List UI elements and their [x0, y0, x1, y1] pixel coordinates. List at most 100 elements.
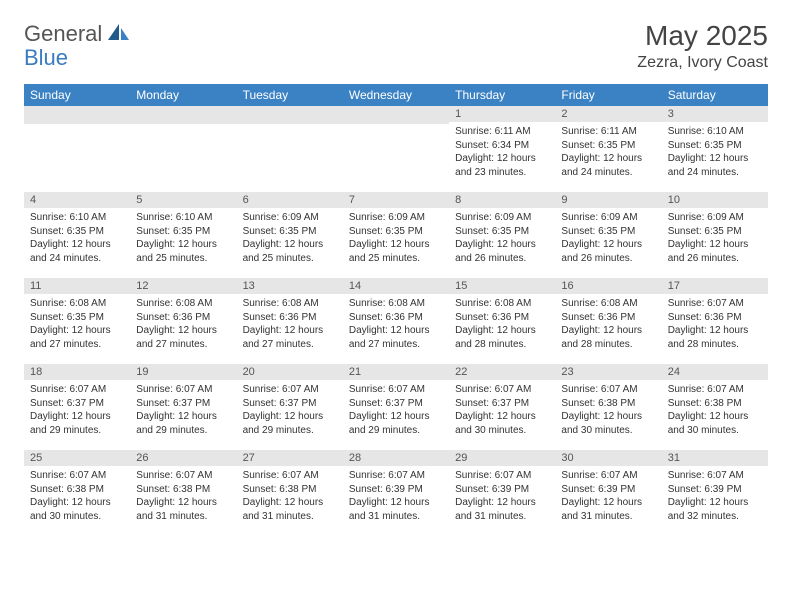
calendar-day-cell: 18Sunrise: 6:07 AMSunset: 6:37 PMDayligh…	[24, 364, 130, 450]
day-number: 4	[24, 192, 130, 208]
calendar-day-cell: 9Sunrise: 6:09 AMSunset: 6:35 PMDaylight…	[555, 192, 661, 278]
calendar-day-cell: 20Sunrise: 6:07 AMSunset: 6:37 PMDayligh…	[237, 364, 343, 450]
weekday-header: Wednesday	[343, 84, 449, 106]
calendar-day-cell: 23Sunrise: 6:07 AMSunset: 6:38 PMDayligh…	[555, 364, 661, 450]
day-number: 15	[449, 278, 555, 294]
sunset-text: Sunset: 6:35 PM	[349, 225, 443, 239]
day-number: 12	[130, 278, 236, 294]
calendar-day-cell: 25Sunrise: 6:07 AMSunset: 6:38 PMDayligh…	[24, 450, 130, 536]
sunrise-text: Sunrise: 6:11 AM	[455, 125, 549, 139]
empty-day-bar	[237, 106, 343, 124]
sunset-text: Sunset: 6:36 PM	[561, 311, 655, 325]
daylight-text-line1: Daylight: 12 hours	[30, 410, 124, 424]
daylight-text-line2: and 26 minutes.	[455, 252, 549, 266]
daylight-text-line2: and 28 minutes.	[561, 338, 655, 352]
daylight-text-line2: and 26 minutes.	[668, 252, 762, 266]
day-details: Sunrise: 6:07 AMSunset: 6:39 PMDaylight:…	[449, 466, 555, 527]
sunrise-text: Sunrise: 6:07 AM	[349, 383, 443, 397]
daylight-text-line2: and 32 minutes.	[668, 510, 762, 524]
calendar-day-cell: 19Sunrise: 6:07 AMSunset: 6:37 PMDayligh…	[130, 364, 236, 450]
day-details: Sunrise: 6:11 AMSunset: 6:34 PMDaylight:…	[449, 122, 555, 183]
sunrise-text: Sunrise: 6:08 AM	[243, 297, 337, 311]
day-number: 28	[343, 450, 449, 466]
daylight-text-line2: and 27 minutes.	[349, 338, 443, 352]
sunset-text: Sunset: 6:35 PM	[30, 311, 124, 325]
sunset-text: Sunset: 6:39 PM	[561, 483, 655, 497]
weekday-header-row: Sunday Monday Tuesday Wednesday Thursday…	[24, 84, 768, 106]
calendar-day-cell: 8Sunrise: 6:09 AMSunset: 6:35 PMDaylight…	[449, 192, 555, 278]
calendar-day-cell: 2Sunrise: 6:11 AMSunset: 6:35 PMDaylight…	[555, 106, 661, 192]
calendar-day-cell: 11Sunrise: 6:08 AMSunset: 6:35 PMDayligh…	[24, 278, 130, 364]
calendar-day-cell	[130, 106, 236, 192]
day-number: 16	[555, 278, 661, 294]
sunrise-text: Sunrise: 6:07 AM	[561, 383, 655, 397]
daylight-text-line2: and 30 minutes.	[30, 510, 124, 524]
day-details: Sunrise: 6:11 AMSunset: 6:35 PMDaylight:…	[555, 122, 661, 183]
day-number: 13	[237, 278, 343, 294]
brand-text-general: General	[24, 21, 102, 47]
sunset-text: Sunset: 6:38 PM	[668, 397, 762, 411]
daylight-text-line1: Daylight: 12 hours	[455, 496, 549, 510]
day-number: 29	[449, 450, 555, 466]
daylight-text-line1: Daylight: 12 hours	[561, 410, 655, 424]
day-details: Sunrise: 6:09 AMSunset: 6:35 PMDaylight:…	[343, 208, 449, 269]
daylight-text-line2: and 24 minutes.	[561, 166, 655, 180]
day-number: 23	[555, 364, 661, 380]
daylight-text-line1: Daylight: 12 hours	[136, 410, 230, 424]
weekday-header: Monday	[130, 84, 236, 106]
sunrise-text: Sunrise: 6:09 AM	[561, 211, 655, 225]
daylight-text-line1: Daylight: 12 hours	[561, 238, 655, 252]
sunrise-text: Sunrise: 6:09 AM	[243, 211, 337, 225]
day-number: 11	[24, 278, 130, 294]
calendar-day-cell: 6Sunrise: 6:09 AMSunset: 6:35 PMDaylight…	[237, 192, 343, 278]
calendar-day-cell: 14Sunrise: 6:08 AMSunset: 6:36 PMDayligh…	[343, 278, 449, 364]
brand-logo: General Blue	[24, 20, 130, 71]
sunrise-text: Sunrise: 6:08 AM	[136, 297, 230, 311]
sunrise-text: Sunrise: 6:07 AM	[30, 383, 124, 397]
day-number: 19	[130, 364, 236, 380]
sunset-text: Sunset: 6:35 PM	[561, 225, 655, 239]
daylight-text-line1: Daylight: 12 hours	[243, 238, 337, 252]
daylight-text-line1: Daylight: 12 hours	[30, 238, 124, 252]
sunrise-text: Sunrise: 6:07 AM	[243, 383, 337, 397]
calendar-day-cell: 17Sunrise: 6:07 AMSunset: 6:36 PMDayligh…	[662, 278, 768, 364]
calendar-day-cell: 13Sunrise: 6:08 AMSunset: 6:36 PMDayligh…	[237, 278, 343, 364]
calendar-day-cell: 5Sunrise: 6:10 AMSunset: 6:35 PMDaylight…	[130, 192, 236, 278]
day-number: 30	[555, 450, 661, 466]
brand-text-blue: Blue	[24, 45, 68, 71]
calendar-week-row: 4Sunrise: 6:10 AMSunset: 6:35 PMDaylight…	[24, 192, 768, 278]
calendar-day-cell: 26Sunrise: 6:07 AMSunset: 6:38 PMDayligh…	[130, 450, 236, 536]
day-details: Sunrise: 6:10 AMSunset: 6:35 PMDaylight:…	[130, 208, 236, 269]
calendar-day-cell	[24, 106, 130, 192]
daylight-text-line1: Daylight: 12 hours	[668, 410, 762, 424]
sunset-text: Sunset: 6:35 PM	[668, 139, 762, 153]
day-details: Sunrise: 6:08 AMSunset: 6:36 PMDaylight:…	[130, 294, 236, 355]
day-details: Sunrise: 6:09 AMSunset: 6:35 PMDaylight:…	[662, 208, 768, 269]
day-details: Sunrise: 6:07 AMSunset: 6:37 PMDaylight:…	[449, 380, 555, 441]
calendar-day-cell: 22Sunrise: 6:07 AMSunset: 6:37 PMDayligh…	[449, 364, 555, 450]
sunrise-text: Sunrise: 6:11 AM	[561, 125, 655, 139]
sunset-text: Sunset: 6:35 PM	[561, 139, 655, 153]
daylight-text-line1: Daylight: 12 hours	[561, 324, 655, 338]
weekday-header: Friday	[555, 84, 661, 106]
daylight-text-line1: Daylight: 12 hours	[349, 238, 443, 252]
daylight-text-line2: and 31 minutes.	[561, 510, 655, 524]
day-details: Sunrise: 6:07 AMSunset: 6:36 PMDaylight:…	[662, 294, 768, 355]
day-details: Sunrise: 6:07 AMSunset: 6:38 PMDaylight:…	[662, 380, 768, 441]
daylight-text-line1: Daylight: 12 hours	[561, 496, 655, 510]
sunset-text: Sunset: 6:37 PM	[243, 397, 337, 411]
month-title: May 2025	[637, 20, 768, 52]
empty-day-bar	[343, 106, 449, 124]
sunrise-text: Sunrise: 6:07 AM	[668, 383, 762, 397]
sunset-text: Sunset: 6:38 PM	[30, 483, 124, 497]
calendar-day-cell: 7Sunrise: 6:09 AMSunset: 6:35 PMDaylight…	[343, 192, 449, 278]
calendar-day-cell: 24Sunrise: 6:07 AMSunset: 6:38 PMDayligh…	[662, 364, 768, 450]
daylight-text-line2: and 29 minutes.	[136, 424, 230, 438]
day-details: Sunrise: 6:08 AMSunset: 6:36 PMDaylight:…	[237, 294, 343, 355]
sunset-text: Sunset: 6:37 PM	[30, 397, 124, 411]
sunrise-text: Sunrise: 6:07 AM	[136, 469, 230, 483]
daylight-text-line1: Daylight: 12 hours	[455, 410, 549, 424]
day-details: Sunrise: 6:07 AMSunset: 6:38 PMDaylight:…	[24, 466, 130, 527]
location-subtitle: Zezra, Ivory Coast	[637, 54, 768, 72]
day-number: 10	[662, 192, 768, 208]
